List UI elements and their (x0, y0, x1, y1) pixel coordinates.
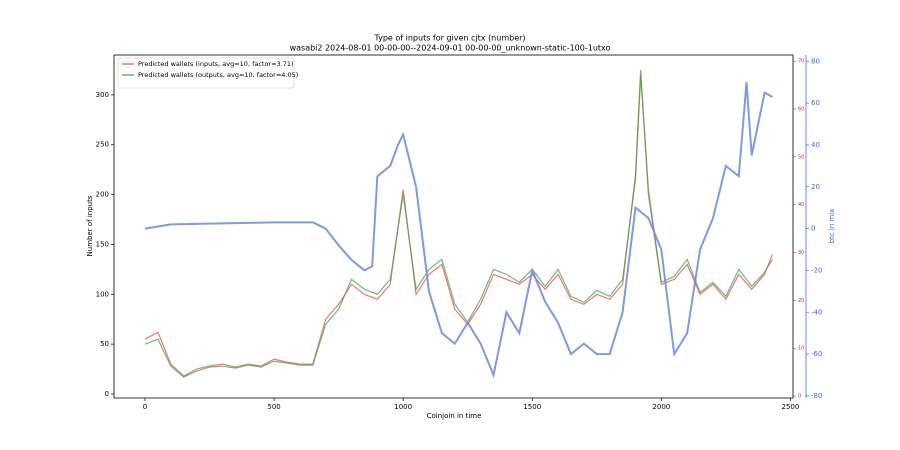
series-line (144, 74, 773, 378)
y3-tick-label: 20 (798, 298, 804, 304)
y3-tick-label: 60 (798, 107, 804, 113)
y2-tick-label: 40 (811, 141, 820, 149)
x-axis-label: Coinjoin in time (427, 412, 482, 420)
series-line (144, 82, 773, 379)
legend-text: Predicted wallets (inputs, avg=10, facto… (138, 60, 294, 68)
y2-axis-label: btc in mix (828, 209, 836, 244)
y2-tick-label: -20 (811, 266, 822, 274)
y-tick-label: 200 (96, 191, 109, 199)
x-tick-label: 2000 (652, 403, 670, 411)
y3-tick-label: 70 (798, 59, 804, 65)
y3-tick-label: 10 (798, 346, 804, 352)
y3-tick-label: 30 (798, 250, 804, 256)
y-tick-label: 0 (105, 390, 109, 398)
y-tick-label: 100 (96, 290, 109, 298)
y2-tick-label: -60 (811, 350, 822, 358)
y3-tick-label: 40 (798, 202, 804, 208)
y-tick-label: 150 (96, 240, 109, 248)
x-tick-label: 1500 (523, 403, 541, 411)
legend-text: Predicted wallets (outputs, avg=10, fact… (138, 71, 298, 79)
y3-tick-label: 50 (798, 154, 804, 160)
x-tick-label: 500 (267, 403, 280, 411)
plot-frame (113, 54, 794, 399)
y2-tick-label: -80 (811, 392, 822, 400)
y-tick-label: 250 (96, 141, 109, 149)
y2-tick-label: 0 (811, 225, 815, 233)
chart-title: Type of inputs for given cjtx (number) (373, 34, 525, 43)
y-axis-label: Number of inputs (86, 195, 94, 256)
legend-box (117, 57, 295, 89)
y-tick-label: 50 (100, 340, 109, 348)
x-tick-label: 0 (143, 403, 147, 411)
y2-tick-label: 60 (811, 99, 820, 107)
y2-tick-label: -40 (811, 308, 822, 316)
y2-tick-label: 80 (811, 57, 820, 65)
x-tick-label: 2500 (782, 403, 800, 411)
y-tick-label: 300 (96, 91, 109, 99)
y2-tick-label: 20 (811, 183, 820, 191)
y3-tick-label: 0 (798, 394, 801, 400)
chart-subtitle: wasabi2 2024-08-01 00-00-00--2024-09-01 … (290, 44, 611, 53)
x-tick-label: 1000 (394, 403, 412, 411)
